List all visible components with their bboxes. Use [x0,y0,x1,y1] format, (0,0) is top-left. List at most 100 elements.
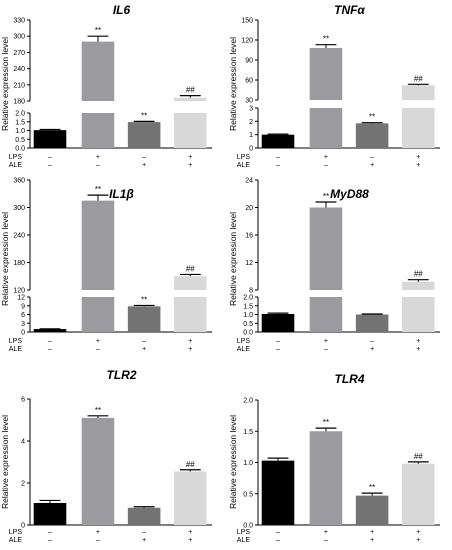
lps-sign: – [142,338,146,345]
y-tick-label: 0.5 [243,491,253,498]
y-tick-label: 2 [21,481,25,488]
y-tick-label: 1.5 [243,303,253,310]
ale-sign: + [188,346,192,353]
significance-label: ## [186,264,195,273]
y-tick-label: 180 [13,99,25,106]
chart-title: TNFα [334,3,365,17]
bar [127,507,161,525]
ale-row-label: ALE [9,346,23,353]
bar [261,134,295,148]
significance-label: ** [95,26,101,35]
ale-sign: – [48,162,52,169]
y-tick-label: 300 [13,205,25,212]
bar [81,113,115,148]
lps-row-label: LPS [237,154,251,161]
ale-sign: – [276,346,280,353]
lps-sign: – [142,154,146,161]
y-tick-label: 90 [245,58,253,65]
ale-sign: + [142,537,146,544]
lps-sign: + [324,154,328,161]
lps-sign: + [96,154,100,161]
chart-title: IL6 [113,3,131,17]
y-tick-label: 1.5 [15,119,25,126]
lps-sign: + [416,154,420,161]
bar [309,431,343,525]
y-tick-label: 16 [245,233,253,240]
ale-sign: + [188,537,192,544]
y-tick-label: 1 [249,132,253,139]
lps-sign: – [276,529,280,536]
y-tick-label: 6 [21,312,25,319]
significance-label: ** [369,483,375,492]
y-axis-label: Relative expression level [228,37,238,131]
lps-sign: + [188,154,192,161]
significance-label: ** [95,406,101,415]
ale-row-label: ALE [237,162,251,169]
chart-panel-tlr4: TLR4 Relative expression level 0.0 0.5 1.0 1.… [228,372,440,544]
y-tick-label: 1.0 [243,312,253,319]
lps-sign: – [276,154,280,161]
lps-sign: – [48,154,52,161]
bar [173,97,207,101]
ale-sign: + [142,162,146,169]
y-tick-label: 1.5 [243,429,253,436]
significance-label: ## [414,270,423,279]
lps-sign: – [48,338,52,345]
y-tick-label: 0 [21,330,25,337]
chart-panel-tlr2: TLR2 Relative expression level 0 2 4 6 ** ## LPS… [0,368,212,544]
y-tick-label: 180 [13,260,25,267]
significance-label: ** [323,35,329,44]
ale-sign: – [324,537,328,544]
bar [401,108,435,148]
ale-row-label: ALE [237,346,251,353]
bar [401,281,435,290]
significance-label: ## [186,460,195,469]
y-tick-label: 2.0 [15,111,25,118]
y-tick-label: 330 [13,18,25,25]
bar [173,276,207,290]
significance-label: ## [186,86,195,95]
bar [401,85,435,100]
lps-sign: + [416,338,420,345]
chart-panel-il6: IL6 Relative expression level 180 210 240 270… [0,3,212,169]
ale-sign: + [416,162,420,169]
y-axis-label: Relative expression level [0,37,10,131]
bar [81,41,115,101]
y-tick-label: 0.5 [15,137,25,144]
ale-sign: + [188,162,192,169]
y-axis-label: Relative expression level [228,212,238,306]
bar [173,297,207,332]
y-axis-label: Relative expression level [228,415,238,509]
ale-row-label: ALE [237,537,251,544]
lps-sign: + [324,338,328,345]
bar [173,113,207,148]
bar [33,130,67,148]
ale-sign: + [370,162,374,169]
ale-sign: – [96,162,100,169]
bar [309,297,343,332]
y-tick-label: 120 [241,38,253,45]
y-tick-label: 9 [21,303,25,310]
bar [81,417,115,525]
lps-sign: – [276,338,280,345]
y-tick-label: 1.0 [243,460,253,467]
significance-label: ## [414,452,423,461]
y-tick-label: 12 [17,295,25,302]
ale-sign: – [96,537,100,544]
ale-sign: + [416,346,420,353]
y-tick-label: 20 [245,205,253,212]
y-tick-label: 0.0 [15,146,25,153]
lps-sign: + [370,529,374,536]
ale-sign: + [142,346,146,353]
bar [33,329,67,332]
bar [401,297,435,332]
y-tick-label: 8 [249,288,253,295]
lps-sign: – [48,529,52,536]
y-tick-label: 0 [21,523,25,530]
ale-sign: + [370,537,374,544]
y-tick-label: 120 [13,288,25,295]
chart-title: TLR4 [335,372,365,386]
chart-title: IL1β [109,187,134,201]
